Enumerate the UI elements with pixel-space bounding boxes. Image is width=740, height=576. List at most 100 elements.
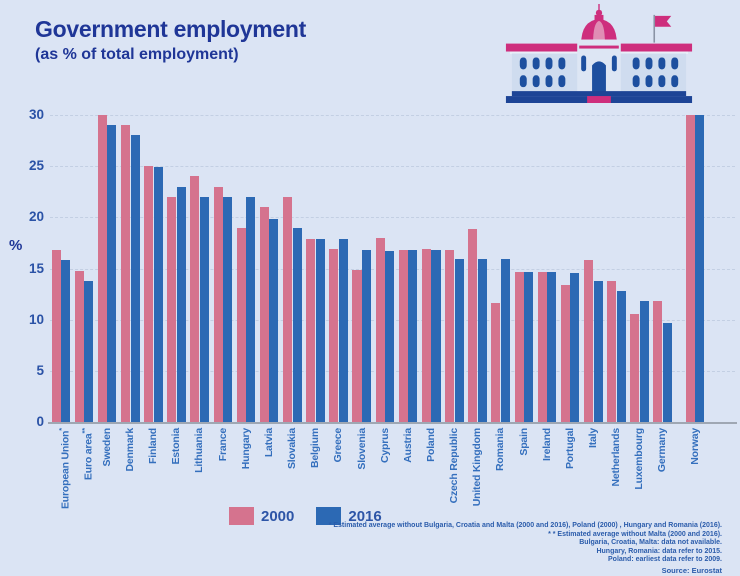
bar-2016-belgium	[315, 238, 325, 422]
footnote-line: Poland: earliest data refer to 2009.	[608, 556, 722, 564]
gridline-30	[50, 115, 735, 116]
gridline-20	[50, 217, 735, 219]
bar-2000-greece	[329, 249, 339, 422]
bar-2016-greece	[338, 238, 348, 422]
bar-2000-lithuania	[190, 176, 200, 422]
bar-2000-estonia	[167, 196, 177, 422]
bar-2016-slovakia	[292, 227, 302, 422]
x-axis-label: Czech Republic	[448, 428, 461, 504]
y-axis-tick-20: 20	[28, 209, 44, 225]
x-axis-label: Latvia	[262, 428, 275, 458]
x-axis-label: Germany	[656, 428, 669, 473]
legend-label-2016: 2016	[348, 507, 382, 525]
bar-2016-united-kingdom	[477, 259, 487, 422]
bar-2000-netherlands	[607, 280, 617, 422]
x-axis-label: Ireland	[540, 428, 553, 462]
title-block: Government employment (as % of total emp…	[35, 16, 306, 64]
bar-2000-cyprus	[375, 237, 385, 422]
bar-2016-portugal	[570, 272, 580, 422]
bar-2016-european-union	[61, 260, 71, 422]
x-axis-label: Estonia	[170, 428, 183, 465]
footnote-line: Hungary, Romania: data refer to 2015.	[596, 547, 722, 555]
page-subtitle: (as % of total employment)	[35, 46, 239, 63]
bar-2016-lithuania	[199, 196, 210, 422]
bar-2016-czech-republic	[454, 259, 464, 422]
bar-2000-slovakia	[283, 196, 293, 422]
government-building-illustration	[505, 4, 693, 103]
bar-2000-romania	[491, 303, 501, 422]
bar-2016-hungary	[246, 196, 256, 422]
bar-2000-luxembourg	[630, 313, 640, 422]
bar-2000-portugal	[560, 284, 570, 422]
x-axis-line	[48, 422, 737, 424]
window-icons-right	[632, 57, 679, 88]
x-axis-label: Euro area**	[79, 428, 95, 481]
bar-2016-euro-area	[84, 280, 94, 422]
bar-2016-norway	[695, 115, 705, 422]
x-axis-label: Luxembourg	[633, 428, 646, 490]
footnote-line: Bulgaria, Croatia, Malta: data not avail…	[579, 539, 722, 547]
window-icons-left	[519, 57, 566, 88]
bar-2016-france	[223, 196, 233, 422]
bar-2016-germany	[662, 322, 673, 422]
bar-2000-norway	[685, 115, 695, 422]
chart-legend: 2000 2016	[229, 507, 382, 525]
bar-2016-netherlands	[616, 291, 626, 422]
x-axis-label: Sweden	[100, 428, 113, 467]
flag-icon	[653, 14, 672, 43]
source-credit: Source: Eurostat	[661, 566, 722, 575]
x-axis-label: Austria	[401, 428, 414, 463]
bar-2000-italy	[583, 260, 594, 422]
x-axis-label: Belgium	[309, 428, 322, 469]
bar-2000-latvia	[259, 207, 269, 422]
bar-2000-poland	[421, 249, 431, 422]
bar-2000-belgium	[306, 238, 316, 422]
bar-2000-finland	[144, 166, 154, 422]
x-axis-label: Romania	[494, 428, 507, 471]
bar-2016-finland	[153, 167, 163, 422]
bar-2016-poland	[431, 250, 441, 422]
x-axis-label: European Union*	[56, 428, 72, 510]
x-axis-label: Norway	[688, 428, 701, 465]
bar-2000-slovenia	[352, 269, 362, 422]
y-axis-tick-5: 5	[36, 362, 44, 378]
y-axis-tick-25: 25	[28, 158, 44, 174]
legend-label-2000: 2000	[261, 507, 295, 525]
bar-2000-european-union	[51, 250, 61, 422]
footnote-line: * * Estimated average without Malta (200…	[548, 530, 722, 538]
bar-2000-austria	[398, 250, 408, 422]
gridline-25	[50, 166, 735, 168]
footnotes: * Estimated average without Bulgaria, Cr…	[329, 522, 722, 565]
bar-2016-sweden	[107, 125, 117, 422]
page-title: Government employment	[35, 16, 307, 42]
bar-2016-romania	[500, 259, 510, 422]
bar-2000-czech-republic	[445, 250, 455, 422]
x-axis-label: Spain	[517, 428, 530, 456]
bar-2016-spain	[524, 271, 534, 422]
bar-2000-germany	[653, 301, 663, 422]
door-icon	[592, 61, 606, 94]
x-axis-label: Netherlands	[610, 428, 623, 487]
bar-2000-spain	[514, 271, 524, 422]
bar-2016-latvia	[269, 219, 279, 422]
x-axis-label: Cyprus	[378, 428, 391, 463]
bar-2016-slovenia	[362, 250, 372, 422]
x-axis-label: France	[216, 428, 229, 462]
bar-2000-sweden	[97, 115, 107, 422]
bar-2000-euro-area	[74, 270, 84, 422]
bar-2000-hungary	[236, 227, 246, 422]
bar-2016-austria	[408, 250, 418, 422]
bar-2000-denmark	[120, 125, 131, 422]
x-axis-label: Lithuania	[193, 428, 206, 473]
x-axis-label: Slovenia	[355, 428, 368, 470]
bar-2016-ireland	[547, 271, 557, 422]
y-axis-tick-30: 30	[28, 107, 44, 122]
x-axis-label: Italy	[587, 428, 599, 449]
bar-2016-cyprus	[385, 251, 395, 422]
y-axis-tick-15: 15	[28, 260, 44, 276]
x-axis-label: United Kingdom	[471, 428, 484, 507]
bar-2016-estonia	[176, 186, 186, 422]
x-axis-label: Poland	[424, 428, 437, 462]
